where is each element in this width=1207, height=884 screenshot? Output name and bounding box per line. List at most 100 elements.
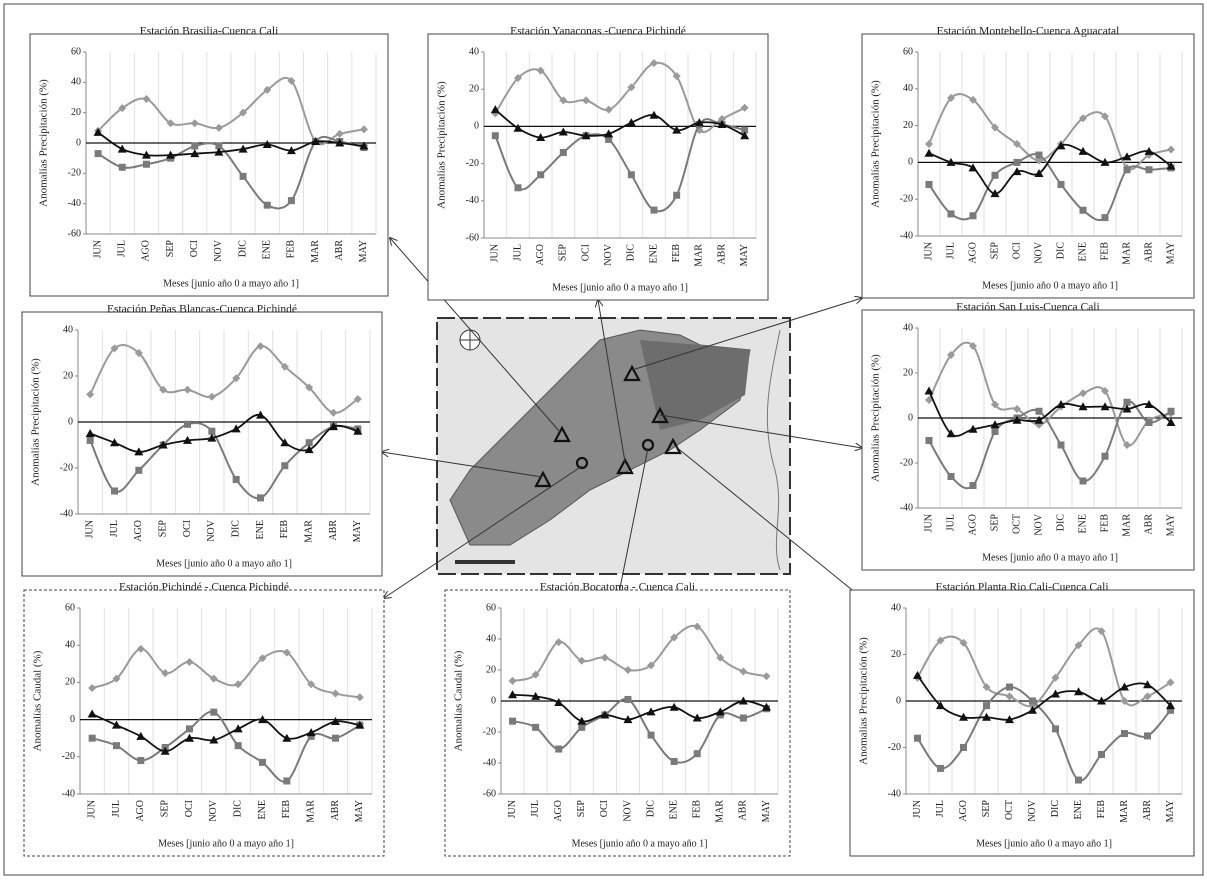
point xyxy=(186,725,193,732)
x-tick-label: ENE xyxy=(668,800,679,819)
y-tick-label: 0 xyxy=(908,412,913,423)
x-tick-label: MAR xyxy=(305,800,316,823)
x-axis-label: Meses [junio año 0 a mayo año 1] xyxy=(982,552,1118,563)
point xyxy=(1168,408,1175,415)
point xyxy=(628,171,635,178)
point xyxy=(240,173,247,180)
y-tick-label: 40 xyxy=(63,324,73,335)
y-tick-label: -20 xyxy=(466,158,479,169)
x-tick-label: MAY xyxy=(358,240,369,262)
chart-title: Estación Pichindé - Cuenca Pichindé xyxy=(119,582,289,594)
point xyxy=(555,746,562,753)
x-tick-label: JUN xyxy=(912,800,923,818)
x-axis-label: Meses [junio año 0 a mayo año 1] xyxy=(158,838,294,849)
y-tick-label: -60 xyxy=(466,232,479,243)
chart-panel: Estación Peñas Blancas-Cuenca Pichindé-4… xyxy=(22,304,382,576)
y-tick-label: -40 xyxy=(68,198,81,209)
x-tick-label: MAY xyxy=(739,244,750,266)
x-tick-label: JUN xyxy=(86,800,97,818)
point xyxy=(578,724,585,731)
x-tick-label: JUN xyxy=(84,520,95,538)
y-tick-label: 40 xyxy=(903,322,913,333)
x-axis-label: Meses [junio año 0 a mayo año 1] xyxy=(976,838,1112,849)
x-tick-label: JUN xyxy=(923,514,934,532)
x-tick-label: JUN xyxy=(923,242,934,260)
x-tick-label: ABR xyxy=(738,800,749,821)
point xyxy=(281,462,288,469)
y-tick-label: 20 xyxy=(486,664,496,675)
x-tick-label: ABR xyxy=(330,800,341,821)
y-tick-label: -20 xyxy=(900,193,913,204)
x-tick-label: SEP xyxy=(989,514,1000,532)
x-tick-label: OCI xyxy=(599,800,610,817)
point xyxy=(740,715,747,722)
x-tick-label: NOV xyxy=(1033,241,1044,263)
x-tick-label: JUL xyxy=(935,800,946,817)
point xyxy=(1052,725,1059,732)
y-tick-label: 60 xyxy=(903,46,913,57)
point xyxy=(89,735,96,742)
x-tick-label: MAY xyxy=(352,520,363,542)
x-tick-label: ABR xyxy=(328,520,339,541)
x-tick-label: DIC xyxy=(645,800,656,818)
chart-panel: Estación San Luis-Cuenca Cali-40-2002040… xyxy=(862,302,1194,570)
x-tick-label: FEB xyxy=(286,240,297,259)
y-tick-label: 20 xyxy=(63,370,73,381)
point xyxy=(1014,159,1021,166)
y-tick-label: -40 xyxy=(483,757,496,768)
point xyxy=(1029,698,1036,705)
x-tick-label: ENE xyxy=(262,240,273,259)
x-tick-label: DIC xyxy=(232,800,243,818)
point xyxy=(95,150,102,157)
x-tick-label: NOV xyxy=(213,239,224,261)
x-tick-label: JUL xyxy=(111,800,122,817)
point xyxy=(210,709,217,716)
x-tick-label: NOV xyxy=(208,799,219,821)
point xyxy=(143,161,150,168)
point xyxy=(671,758,678,765)
x-axis-label: Meses [junio año 0 a mayo año 1] xyxy=(163,278,299,289)
point xyxy=(992,428,999,435)
x-tick-label: ABR xyxy=(716,244,727,265)
chart-panel: Estación Brasilia-Cuenca Cali-60-40-2002… xyxy=(30,26,388,296)
y-axis-label: Anomalías Precipitación (%) xyxy=(858,637,870,765)
y-tick-label: -20 xyxy=(68,168,81,179)
x-tick-label: MAY xyxy=(761,800,772,822)
point xyxy=(1102,453,1109,460)
point xyxy=(111,488,118,495)
y-tick-label: 60 xyxy=(71,46,81,57)
y-axis-label: Anomalías Precipitación (%) xyxy=(870,80,882,208)
x-tick-label: MAR xyxy=(303,520,314,543)
y-tick-label: 0 xyxy=(70,714,75,725)
point xyxy=(1121,730,1128,737)
point xyxy=(970,482,977,489)
point xyxy=(926,437,933,444)
point xyxy=(235,742,242,749)
chart-title: Estación Brasilia-Cuenca Cali xyxy=(140,26,279,38)
point xyxy=(673,192,680,199)
x-tick-label: OCI xyxy=(1011,242,1022,259)
y-tick-label: 20 xyxy=(71,107,81,118)
y-tick-label: 60 xyxy=(65,602,75,613)
chart-title: Estación San Luis-Cuenca Cali xyxy=(956,302,1099,314)
y-tick-label: -60 xyxy=(483,788,496,799)
x-tick-label: NOV xyxy=(1033,513,1044,535)
x-tick-label: AGO xyxy=(967,242,978,264)
point xyxy=(119,164,126,171)
x-tick-label: NOV xyxy=(603,243,614,265)
x-tick-label: FEB xyxy=(1096,800,1107,819)
y-tick-label: -40 xyxy=(62,788,75,799)
x-tick-label: ABR xyxy=(334,240,345,261)
y-tick-label: 40 xyxy=(903,83,913,94)
x-tick-label: SEP xyxy=(981,800,992,818)
x-tick-label: AGO xyxy=(967,514,978,536)
x-tick-label: DIC xyxy=(626,244,637,262)
map xyxy=(437,318,790,574)
y-tick-label: 20 xyxy=(469,83,479,94)
x-tick-label: SEP xyxy=(989,242,1000,260)
x-tick-label: SEP xyxy=(159,800,170,818)
x-tick-label: FEB xyxy=(692,800,703,819)
point xyxy=(960,744,967,751)
x-tick-label: SEP xyxy=(157,520,168,538)
x-tick-label: NOV xyxy=(206,519,217,541)
